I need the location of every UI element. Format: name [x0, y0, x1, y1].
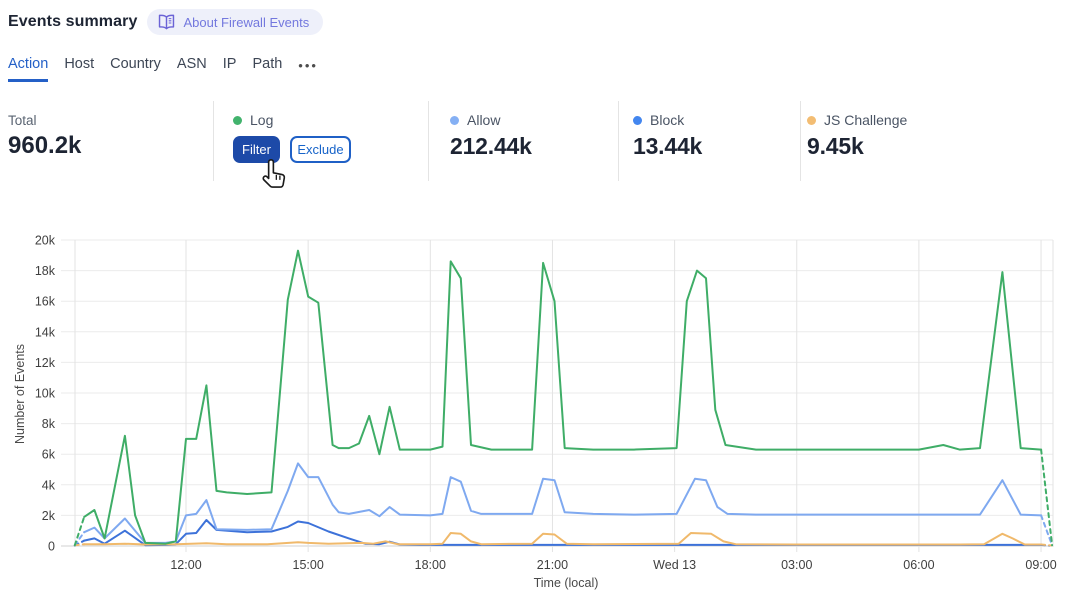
- stat-label: Allow: [467, 112, 501, 128]
- stat-value: 960.2k: [8, 132, 82, 159]
- dimension-tabs: Action Host Country ASN IP Path •••: [8, 56, 318, 82]
- stat-value: 13.44k: [633, 133, 703, 159]
- about-firewall-events-link[interactable]: About Firewall Events: [147, 9, 324, 35]
- y-axis-tick-label: 0: [48, 540, 55, 554]
- tab-asn[interactable]: ASN: [176, 56, 207, 72]
- stat-label: JS Challenge: [824, 112, 908, 128]
- tab-country[interactable]: Country: [110, 56, 161, 72]
- x-axis-tick-label: 06:00: [903, 558, 934, 572]
- x-axis-tick-label: 09:00: [1025, 558, 1056, 572]
- series-line-js-challenge: [83, 532, 1043, 546]
- x-axis-tick-label: 18:00: [415, 558, 446, 572]
- stat-log: Log Filter Exclude: [213, 101, 428, 181]
- y-axis-tick-label: 8k: [42, 417, 56, 431]
- stat-label: Total: [8, 113, 37, 128]
- stats-row: Total 960.2k Log Filter Exclude Allow 212.44k B…: [0, 101, 1068, 183]
- series-line-js-challenge-partial: [1040, 543, 1053, 547]
- tabs-overflow-button[interactable]: •••: [298, 58, 318, 73]
- stat-label: Log: [250, 112, 274, 128]
- y-axis-tick-label: 18k: [35, 264, 56, 278]
- header: Events summary About Firewall Events: [8, 9, 324, 35]
- tab-host[interactable]: Host: [64, 56, 95, 72]
- y-axis-tick-label: 2k: [42, 509, 56, 523]
- series-color-dot: [807, 115, 816, 125]
- stat-js-challenge: JS Challenge 9.45k: [800, 101, 1068, 181]
- about-firewall-events-label: About Firewall Events: [183, 14, 310, 30]
- open-book-icon: [158, 14, 175, 30]
- y-axis-tick-label: 4k: [42, 478, 56, 492]
- series-color-dot: [633, 115, 642, 125]
- page-title: Events summary: [8, 13, 138, 30]
- stat-total: Total 960.2k: [0, 101, 213, 181]
- x-axis-tick-label: 21:00: [537, 558, 568, 572]
- y-axis-tick-label: 6k: [42, 448, 56, 462]
- y-axis-tick-label: 12k: [35, 356, 56, 370]
- x-axis-tick-label: 15:00: [293, 558, 324, 572]
- mouse-cursor-hand-pointer: [260, 158, 290, 197]
- series-line-js-challenge-partial: [73, 543, 86, 547]
- stat-allow: Allow 212.44k: [428, 101, 618, 181]
- y-axis-tick-label: 16k: [35, 295, 56, 309]
- filter-actions: Filter Exclude: [233, 136, 428, 163]
- y-axis-tick-label: 20k: [35, 234, 56, 248]
- tab-ip[interactable]: IP: [222, 56, 237, 72]
- x-axis-tick-label: 03:00: [781, 558, 812, 572]
- x-axis-title: Time (local): [534, 576, 599, 590]
- series-line-allow-partial: [1040, 514, 1054, 547]
- series-line-log: [83, 249, 1043, 545]
- series-line-log-partial: [73, 515, 86, 547]
- y-axis-tick-label: 10k: [35, 387, 56, 401]
- y-axis-title: Number of Events: [13, 344, 27, 444]
- series-color-dot: [450, 115, 459, 125]
- x-axis-tick-label: 12:00: [170, 558, 201, 572]
- stat-value: 9.45k: [807, 133, 864, 159]
- series-line-log-partial: [1040, 448, 1054, 547]
- x-axis-tick-label: Wed 13: [653, 558, 696, 572]
- tab-action[interactable]: Action: [8, 56, 49, 82]
- series-line-allow: [83, 462, 1043, 544]
- stat-value: 212.44k: [450, 133, 532, 159]
- tab-path[interactable]: Path: [252, 56, 283, 72]
- stat-block: Block 13.44k: [618, 101, 800, 181]
- exclude-button[interactable]: Exclude: [290, 136, 351, 163]
- series-color-dot: [233, 115, 242, 125]
- filter-button[interactable]: Filter: [233, 136, 280, 163]
- stat-label: Block: [650, 112, 685, 128]
- y-axis-tick-label: 14k: [35, 325, 56, 339]
